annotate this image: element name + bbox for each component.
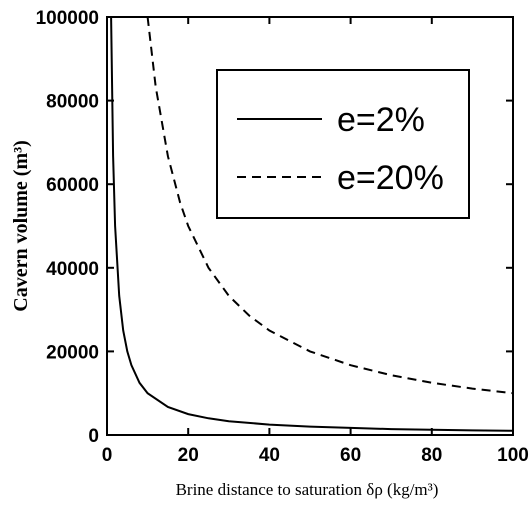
series-line-1 [146,16,514,395]
y-tick-label: 0 [88,426,99,447]
y-axis-label: Cavern volume (m³) [10,140,32,312]
y-tick-label: 80000 [46,92,99,113]
x-tick-label: 0 [102,445,113,466]
x-tick-label: 100 [497,445,529,466]
x-tick-label: 20 [178,445,199,466]
y-tick-label: 60000 [46,175,99,196]
legend-label-e2: e=2% [337,101,425,139]
plot-frame [106,16,514,436]
x-tick-label: 60 [340,445,361,466]
y-tick-label: 40000 [46,259,99,280]
x-tick-label: 40 [259,445,280,466]
x-axis-label: Brine distance to saturation δρ (kg/m³) [176,480,439,499]
x-tick-label: 80 [421,445,442,466]
y-axis-ticks: 0 20000 40000 60000 80000 100000 [36,8,513,447]
legend-label-e20: e=20% [337,159,444,197]
legend-box [216,69,470,219]
y-tick-label: 20000 [46,342,99,363]
y-tick-label: 100000 [36,8,99,29]
series-line-0 [110,16,514,432]
legend: e=2% e=20% [216,69,470,219]
plot-series [110,16,514,432]
